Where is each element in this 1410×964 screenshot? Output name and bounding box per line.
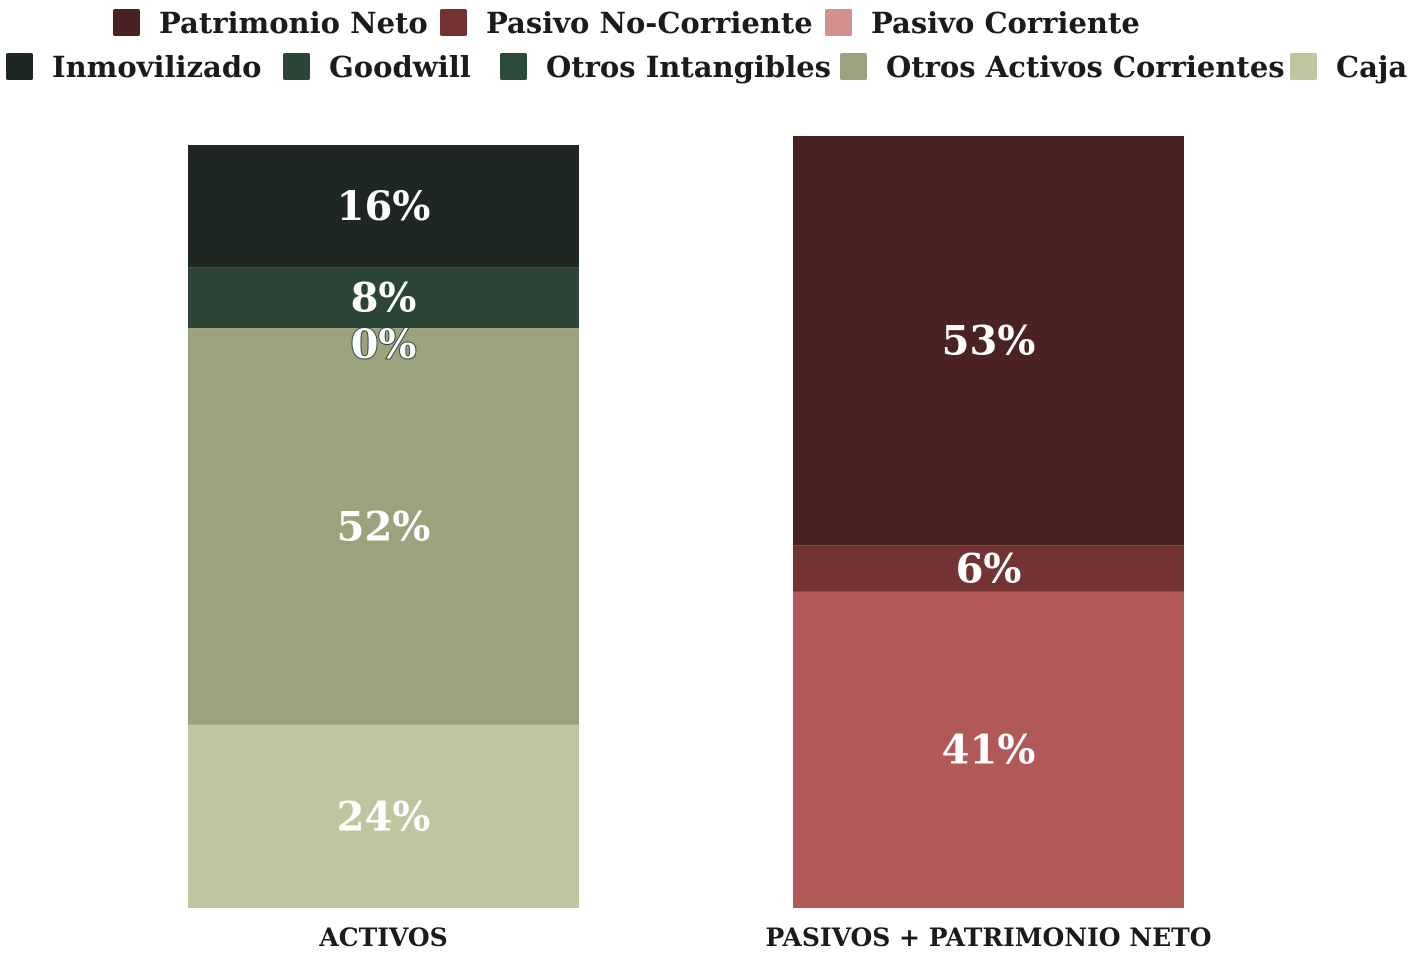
- x-axis-labels: ACTIVOS PASIVOS + PATRIMONIO NETO: [318, 923, 1211, 952]
- segment-label-activos-inmovilizado: 16%: [337, 183, 431, 230]
- legend-label-inmovilizado: Inmovilizado: [52, 50, 261, 84]
- legend-label-otros-intangibles: Otros Intangibles: [546, 50, 831, 84]
- segment-label-activos-goodwill: 8%: [351, 275, 417, 322]
- legend-label-pasivo-corriente: Pasivo Corriente: [871, 6, 1140, 40]
- legend-swatch-caja: [1290, 53, 1317, 80]
- legend-label-patrimonio-neto: Patrimonio Neto: [159, 6, 428, 40]
- bar-pasivos-plus-patrimonio-neto: [793, 136, 1184, 908]
- legend-label-pasivo-no-corriente: Pasivo No-Corriente: [486, 6, 813, 40]
- legend-item-otros-activos-corrientes: Otros Activos Corrientes: [840, 50, 1285, 84]
- legend-swatch-inmovilizado: [6, 53, 33, 80]
- legend-item-otros-intangibles: Otros Intangibles: [500, 50, 831, 84]
- legend-swatch-goodwill: [283, 53, 310, 80]
- legend-item-caja: Caja: [1290, 50, 1407, 84]
- legend-item-pasivo-corriente: Pasivo Corriente: [825, 6, 1140, 40]
- legend-swatch-pasivo-no-corriente: [440, 9, 467, 36]
- x-label-pasivos-plus-patrimonio-neto: PASIVOS + PATRIMONIO NETO: [765, 923, 1211, 952]
- legend-swatch-pasivo-corriente: [825, 9, 852, 36]
- segment-label-pasivos-plus-patrimonio-neto-pasivo-corriente: 41%: [942, 727, 1036, 774]
- segment-label-activos-caja: 24%: [337, 793, 431, 840]
- legend-label-caja: Caja: [1336, 50, 1407, 84]
- legend-swatch-otros-intangibles: [500, 53, 527, 80]
- segment-label-activos-otros-activos-corrientes: 52%: [337, 504, 431, 551]
- segment-label-activos-otros-intangibles: 0%: [351, 321, 417, 368]
- segment-label-pasivos-plus-patrimonio-neto-patrimonio-neto: 53%: [942, 318, 1036, 365]
- legend-item-patrimonio-neto: Patrimonio Neto: [113, 6, 428, 40]
- legend: Patrimonio Neto Pasivo No-Corriente Pasivo…: [6, 6, 1407, 84]
- legend-label-otros-activos-corrientes: Otros Activos Corrientes: [886, 50, 1285, 84]
- legend-item-pasivo-no-corriente: Pasivo No-Corriente: [440, 6, 813, 40]
- segment-label-pasivos-plus-patrimonio-neto-pasivo-no-corriente: 6%: [956, 545, 1022, 592]
- legend-item-goodwill: Goodwill: [283, 50, 471, 84]
- legend-swatch-otros-activos-corrientes: [840, 53, 867, 80]
- x-label-activos: ACTIVOS: [318, 923, 447, 952]
- legend-item-inmovilizado: Inmovilizado: [6, 50, 261, 84]
- legend-swatch-patrimonio-neto: [113, 9, 140, 36]
- legend-label-goodwill: Goodwill: [329, 50, 471, 84]
